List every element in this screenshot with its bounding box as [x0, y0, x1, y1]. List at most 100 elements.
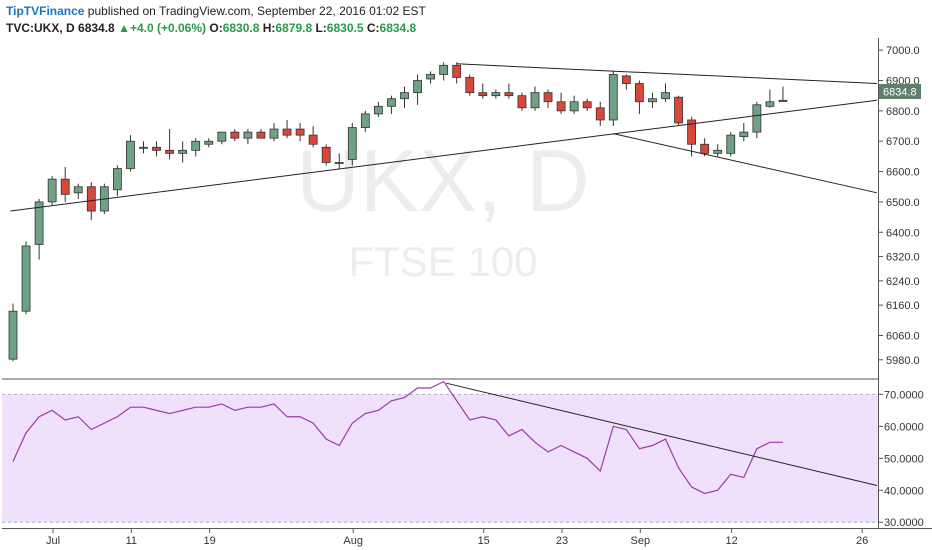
candle	[165, 129, 175, 160]
candle-body	[387, 98, 396, 107]
price-tick-label: 5980.0	[886, 355, 920, 367]
candle	[282, 119, 292, 139]
price-tick-label: 6700.0	[886, 136, 920, 148]
candle	[334, 153, 344, 169]
candle	[230, 129, 240, 142]
candle	[360, 110, 370, 133]
candle	[517, 92, 527, 111]
candle	[621, 74, 631, 90]
candle	[648, 92, 657, 108]
candle-body	[413, 80, 422, 94]
candle-body	[73, 186, 83, 194]
candle	[413, 74, 422, 105]
candle	[452, 62, 462, 84]
candle	[321, 144, 331, 166]
candle-body	[752, 104, 762, 133]
time-tick-label: 19	[204, 535, 216, 547]
candle-body	[700, 143, 710, 154]
time-tick-label: 26	[856, 535, 868, 547]
candle-body	[256, 131, 266, 139]
candle	[34, 198, 44, 260]
candle	[191, 138, 201, 157]
candle-body	[243, 131, 253, 139]
low-value: 6830.5	[326, 21, 364, 35]
candle-body	[439, 64, 449, 75]
candle	[582, 98, 592, 111]
price-tick-label: 6800.0	[886, 106, 920, 118]
candle-body	[308, 134, 318, 145]
trendline	[10, 99, 877, 212]
candle	[726, 132, 736, 157]
candle-body	[295, 128, 305, 136]
published-text: published on TradingView.com, September …	[84, 4, 426, 18]
candle	[504, 83, 514, 99]
candle-body	[139, 146, 148, 149]
time-tick-label: Sep	[631, 535, 651, 547]
candle-body	[491, 92, 501, 97]
candle-body	[556, 101, 566, 112]
candle-body	[321, 146, 331, 163]
candle-body	[165, 149, 175, 154]
publisher-link[interactable]: TipTVFinance	[6, 4, 85, 18]
rsi-axis[interactable]: 70.0000 60.0000 50.0000 40.0000 30.0000	[878, 389, 924, 529]
last-price-label: 6834.8	[879, 84, 921, 99]
last-price-label-text: 6834.8	[883, 87, 917, 99]
candle-body	[778, 99, 788, 102]
candle-body	[739, 131, 749, 138]
candle-body	[217, 131, 227, 142]
candle	[178, 141, 188, 163]
price-tick-label: 6600.0	[886, 167, 920, 179]
rsi-trendline	[446, 382, 878, 486]
candle-body	[47, 178, 57, 203]
candle-body	[426, 74, 436, 80]
candle	[373, 101, 383, 117]
price-change: +4.0 (+0.06%)	[129, 21, 207, 35]
candle-body	[360, 113, 370, 128]
candle-body	[373, 105, 383, 115]
candle	[739, 123, 749, 142]
candle-body	[204, 140, 214, 145]
time-tick-label: Aug	[343, 535, 363, 547]
open-label: O:	[209, 21, 223, 35]
candle-body	[713, 149, 723, 154]
candle-body	[230, 131, 240, 139]
triangle-up-icon: ▲	[118, 21, 130, 35]
watermark-title: UKX, D	[296, 131, 589, 230]
candle	[752, 101, 762, 139]
price-axis[interactable]: 7000.06900.06800.06700.06600.06500.06400…	[878, 45, 920, 367]
candle-body	[635, 83, 644, 103]
time-axis[interactable]: Jul 11 19 Aug 15 23 Sep 12 26	[46, 528, 868, 547]
trendline	[456, 63, 877, 85]
candle	[256, 129, 266, 139]
price-tick-label: 6160.0	[886, 300, 920, 312]
candle-body	[530, 92, 540, 109]
ohlc-line: TVC:UKX, D 6834.8 ▲+4.0 (+0.06%) O:6830.…	[6, 20, 426, 37]
candle-body	[621, 75, 631, 84]
candle-body	[191, 140, 201, 151]
candle-body	[608, 74, 618, 121]
open-value: 6830.8	[222, 21, 260, 35]
candle	[556, 92, 566, 114]
rsi-tick-label: 60.0000	[884, 421, 924, 433]
candle	[126, 135, 135, 172]
candle	[60, 167, 70, 202]
price-candles	[8, 62, 788, 362]
candle	[713, 144, 723, 157]
candle	[113, 165, 122, 196]
candle	[139, 141, 148, 154]
candle-body	[400, 92, 409, 100]
candle	[73, 183, 83, 199]
candle-body	[86, 186, 96, 212]
rsi-tick-label: 70.0000	[884, 389, 924, 401]
high-value: 6879.8	[275, 21, 313, 35]
published-line: TipTVFinance published on TradingView.co…	[6, 3, 426, 20]
candle	[308, 126, 318, 148]
candle	[269, 123, 279, 142]
candle-body	[569, 101, 579, 112]
candle-body	[648, 98, 657, 103]
rsi-line	[12, 380, 783, 495]
rsi-tick-label: 30.0000	[884, 517, 924, 529]
candle-body	[347, 127, 357, 160]
candle	[8, 303, 18, 362]
